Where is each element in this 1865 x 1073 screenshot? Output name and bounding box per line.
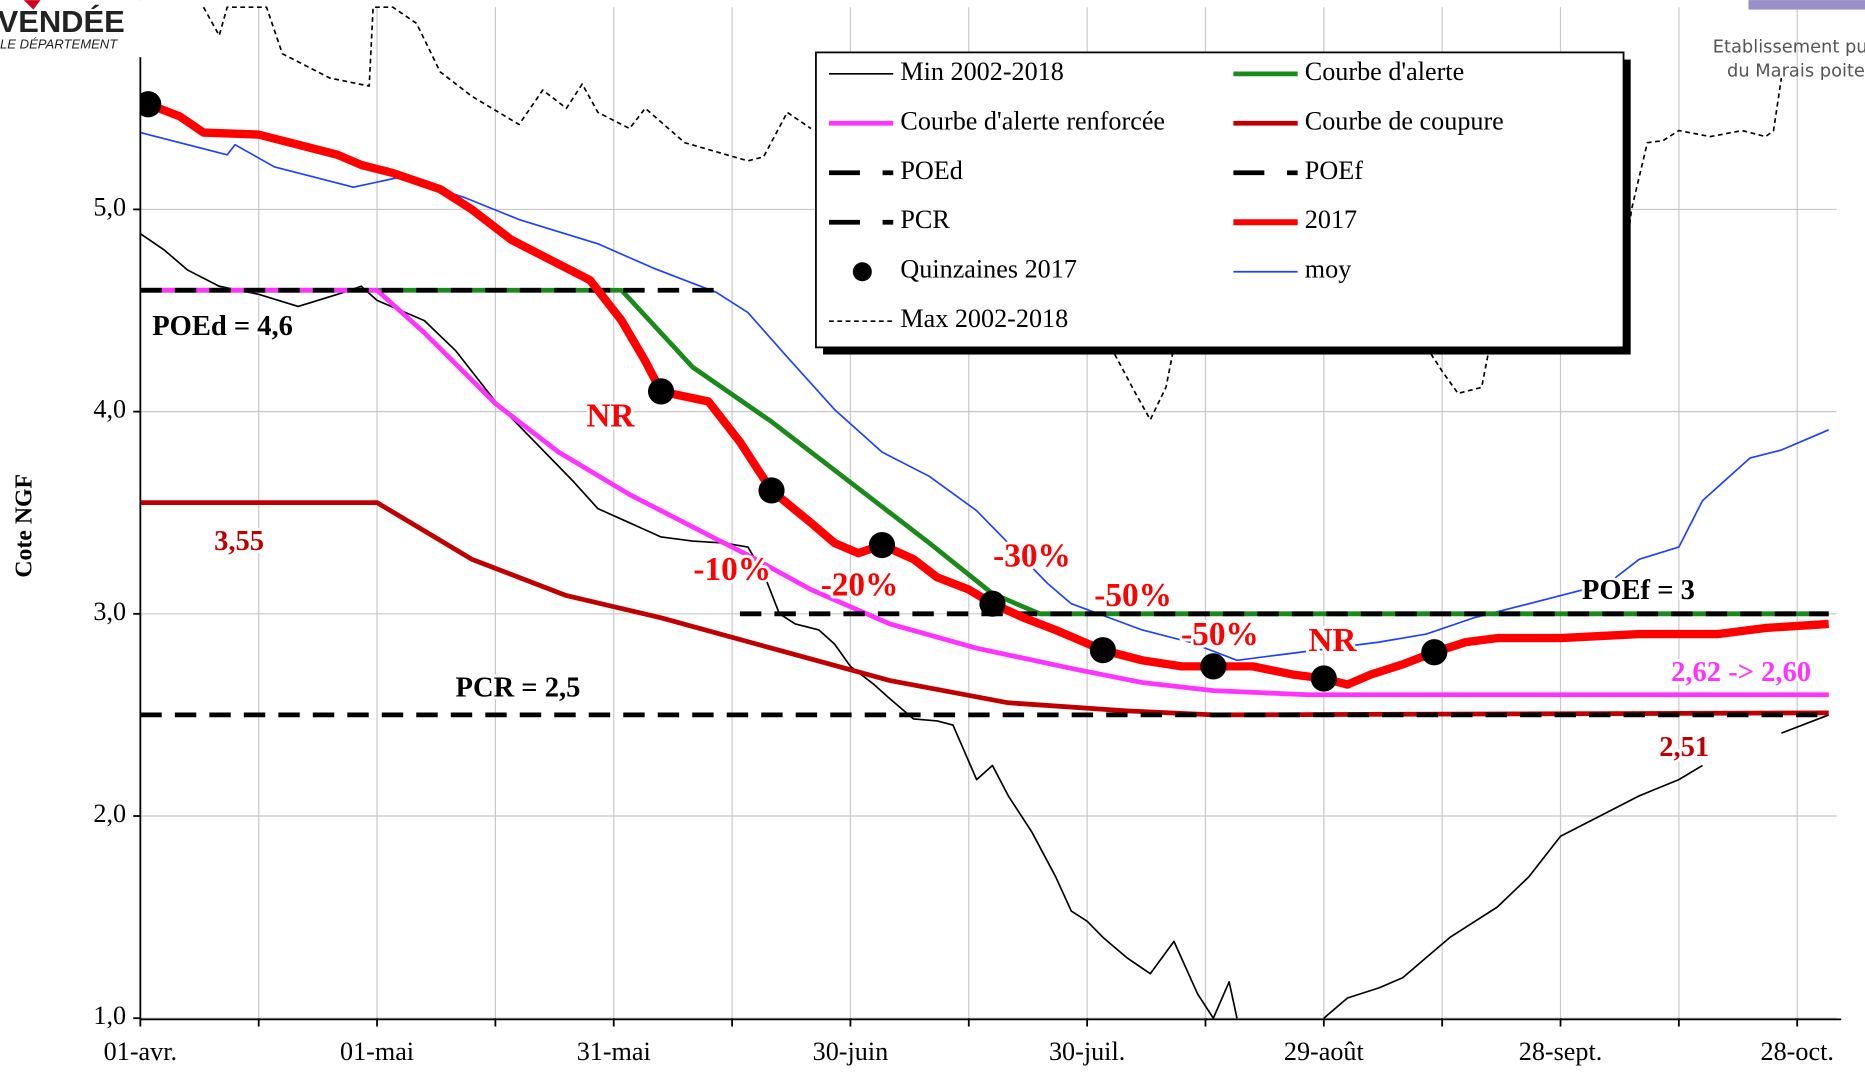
legend-label: POEd [900, 156, 963, 185]
series-line [140, 287, 1829, 617]
header-bar [1748, 0, 1865, 10]
legend-label: moy [1305, 255, 1352, 284]
data-point [1089, 637, 1116, 664]
logo-background [0, 0, 167, 58]
legend-label: Quinzaines 2017 [900, 255, 1077, 284]
annotation: -30% [993, 538, 1071, 575]
x-tick-label: 01-mai [340, 1037, 414, 1066]
annotation: -50% [1094, 577, 1172, 614]
series-line [140, 287, 1829, 698]
y-tick-label: 3,0 [93, 597, 126, 626]
annotation: 2,51 [1659, 732, 1709, 763]
legend-label: POEf [1305, 156, 1363, 185]
legend-symbol [852, 262, 872, 282]
legend-label: PCR [900, 205, 950, 234]
annotation: -20% [821, 566, 899, 603]
axes: 1,0 2,0 3,0 4,0 5,0 01-avr. 01-mai 31-mai 30-jui… [93, 0, 1842, 1066]
annotation: 2,62 -> 2,60 [1671, 657, 1811, 688]
logo-subtitle: LE DÉPARTEMENT [0, 37, 118, 52]
data-point [647, 378, 675, 405]
annotation: -50% [1181, 616, 1259, 653]
data-point [1310, 665, 1337, 692]
x-tick-label: 01-avr. [104, 1037, 177, 1066]
data-point [140, 91, 162, 118]
plot-area [140, 6, 1830, 1020]
y-tick-label: 4,0 [93, 395, 126, 424]
legend-label: Courbe d'alerte renforcée [900, 106, 1165, 135]
annotations: POEd = 4,6 NR 3,55 -10% -20% -30% -50% -… [149, 308, 1814, 766]
legend-label: Courbe de coupure [1305, 106, 1504, 135]
x-tick-label: 28-oct. [1761, 1037, 1834, 1066]
data-point [1421, 639, 1448, 666]
x-tick-label: 28-sept. [1519, 1037, 1603, 1066]
annotation: NR [586, 397, 635, 434]
data-point [1200, 653, 1227, 680]
annotation: 3,55 [214, 526, 264, 557]
annotation: -10% [693, 551, 771, 588]
series-line [146, 100, 1829, 689]
y-axis-label: Cote NGF [12, 474, 38, 578]
legend-label: 2017 [1305, 205, 1357, 234]
logo-mark [23, 0, 41, 10]
legend-box [815, 51, 1625, 349]
series-line [140, 232, 1830, 1020]
legend: Min 2002-2018 Courbe d'alerte Courbe d'ale… [815, 51, 1631, 355]
annotation: POEf = 3 [1582, 575, 1695, 606]
logo-name: VENDÉE [0, 4, 125, 39]
legend-label: Min 2002-2018 [900, 57, 1063, 86]
header-right: Etablissement pu du Marais poitev [1713, 0, 1865, 81]
header-text: du Marais poitev [1727, 60, 1865, 81]
data-point [868, 531, 896, 559]
legend-label: Max 2002-2018 [900, 304, 1068, 333]
x-tick-label: 31-mai [577, 1037, 651, 1066]
x-tick-label: 30-juin [813, 1037, 889, 1066]
x-tick-label: 29-août [1284, 1037, 1365, 1066]
y-tick-label: 5,0 [93, 192, 126, 221]
legend-label: Courbe d'alerte [1305, 57, 1464, 86]
logo: VENDÉE LE DÉPARTEMENT [0, 0, 167, 58]
annotation: NR [1308, 622, 1357, 659]
annotation: POEd = 4,6 [152, 311, 293, 342]
header-text: Etablissement pu [1713, 37, 1865, 58]
series-line [140, 500, 1829, 718]
data-point [979, 590, 1006, 617]
data-point [758, 477, 785, 504]
annotation: PCR = 2,5 [456, 672, 581, 703]
y-tick-label: 1,0 [93, 1001, 126, 1030]
x-tick-label: 30-juil. [1049, 1037, 1125, 1066]
y-tick-label: 2,0 [93, 799, 126, 828]
